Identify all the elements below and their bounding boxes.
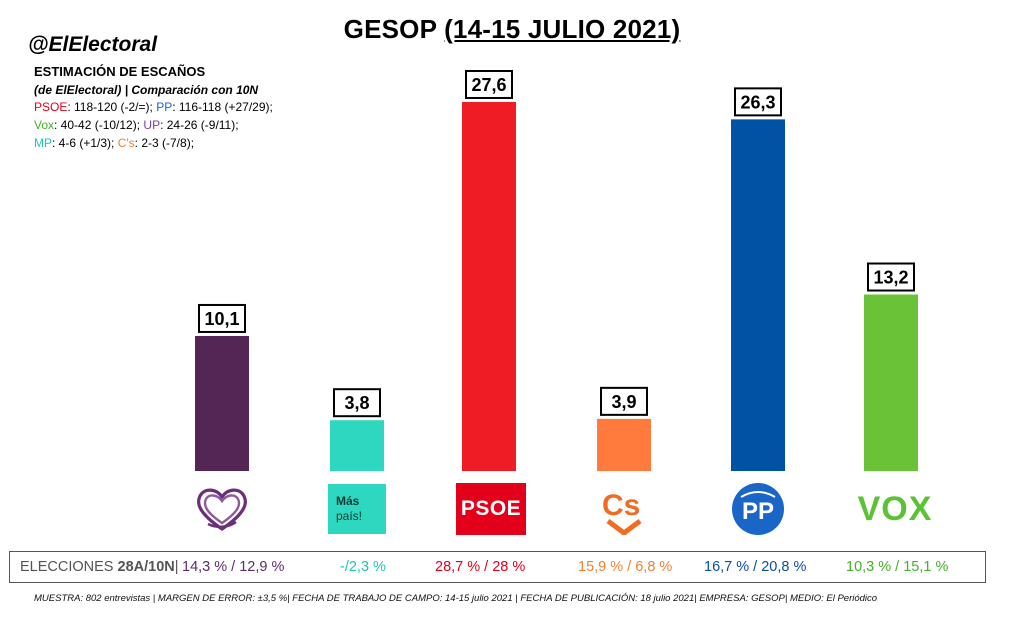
value-label-pp: 26,3 xyxy=(740,92,775,112)
result-pp: 16,7 % / 20,8 % xyxy=(704,559,807,575)
chart-title: GESOP (14-15 JULIO 2021) xyxy=(0,14,1024,45)
value-label-box-vox xyxy=(867,262,915,292)
pp-logo-text: PP xyxy=(742,498,774,525)
bar-cs xyxy=(597,418,651,471)
footer-methodology: MUESTRA: 802 entrevistas | MARGEN DE ERR… xyxy=(34,593,878,604)
value-label-box-psoe xyxy=(465,69,513,99)
seat-party-up: UP xyxy=(143,118,161,132)
seat-party-vox: Vox xyxy=(34,118,55,132)
seat-party-psoe: PSOE xyxy=(34,100,68,114)
seat-value-mp: : 4-6 (+1/3); xyxy=(52,136,118,150)
cs-logo-text: Cs xyxy=(602,489,640,522)
mas-pais-logo: Más país! xyxy=(325,483,389,535)
seat-value-cs: : 2-3 (-7/8); xyxy=(134,136,195,150)
bar-chart: 10,1 3,8 27,6 3,9 26,3 13,2 xyxy=(195,69,918,471)
value-label-box-mas-pais xyxy=(333,388,381,418)
result-vox: 10,3 % / 15,1 % xyxy=(846,559,949,575)
author-handle: @ElElectoral xyxy=(28,33,158,56)
value-label-cs: 3,9 xyxy=(611,392,636,412)
mas-pais-logo-line1: Más xyxy=(336,494,360,508)
psoe-logo: PSOE xyxy=(455,483,527,535)
seats-line-2: Vox: 40-42 (-10/12); UP: 24-26 (-9/11); xyxy=(34,118,239,132)
result-psoe: 28,7 % / 28 % xyxy=(435,559,526,575)
result-up: 14,3 % / 12,9 % xyxy=(182,559,285,575)
vox-logo-text: VOX xyxy=(857,489,933,528)
seat-value-vox: : 40-42 (-10/12); xyxy=(54,118,144,132)
heart-icon xyxy=(197,488,247,531)
psoe-logo-text: PSOE xyxy=(460,497,522,520)
previous-elections-row: ELECCIONES 28A/10N| 14,3 % / 12,9 % -/2,… xyxy=(9,551,986,583)
title-dates: (14-15 JULIO 2021) xyxy=(444,14,681,44)
seat-estimate-source: (de ElElectoral) | Comparación con 10N xyxy=(34,83,259,97)
pp-logo: PP xyxy=(726,483,790,535)
value-label-vox: 13,2 xyxy=(873,268,908,288)
results-label-bold: 28A/10N xyxy=(117,559,175,575)
value-label-mas-pais: 3,8 xyxy=(344,393,369,413)
previous-elections-label: ELECCIONES 28A/10N| xyxy=(20,559,179,575)
seat-value-psoe: : 118-120 (-2/=); xyxy=(67,100,157,114)
results-separator: | xyxy=(174,559,179,575)
value-label-psoe: 27,6 xyxy=(471,75,506,95)
value-label-box-cs xyxy=(600,386,648,416)
vox-logo: VOX xyxy=(855,483,935,535)
seats-line-1: PSOE: 118-120 (-2/=); PP: 116-118 (+27/2… xyxy=(34,100,273,114)
bar-up xyxy=(195,335,249,471)
seat-value-up: : 24-26 (-9/11); xyxy=(160,118,239,132)
seats-line-3: MP: 4-6 (+1/3); C's: 2-3 (-7/8); xyxy=(34,136,194,150)
seat-party-pp: PP xyxy=(156,100,173,114)
bar-vox xyxy=(864,294,918,471)
seat-value-pp: : 116-118 (+27/29); xyxy=(172,100,273,114)
value-label-box-up xyxy=(198,303,246,333)
cs-icon: Cs xyxy=(602,489,642,535)
result-mp: -/2,3 % xyxy=(340,559,386,575)
seat-party-cs: C's xyxy=(117,136,135,150)
results-label-prefix: ELECCIONES xyxy=(20,559,118,575)
bar-psoe xyxy=(462,101,516,471)
seat-party-mp: MP xyxy=(34,136,52,150)
mas-pais-logo-line2: país! xyxy=(336,509,363,523)
result-cs: 15,9 % / 6,8 % xyxy=(578,559,673,575)
title-prefix: GESOP xyxy=(343,14,445,44)
bar-pp xyxy=(731,119,785,471)
value-label-box-pp xyxy=(734,87,782,117)
seat-estimate-heading: ESTIMACIÓN DE ESCAÑOS xyxy=(34,64,206,79)
bar-mas-pais xyxy=(330,420,384,471)
up-logo xyxy=(190,483,254,535)
cs-logo: Cs xyxy=(592,483,656,535)
pp-icon: PP xyxy=(732,483,784,535)
value-label-up: 10,1 xyxy=(204,309,239,329)
